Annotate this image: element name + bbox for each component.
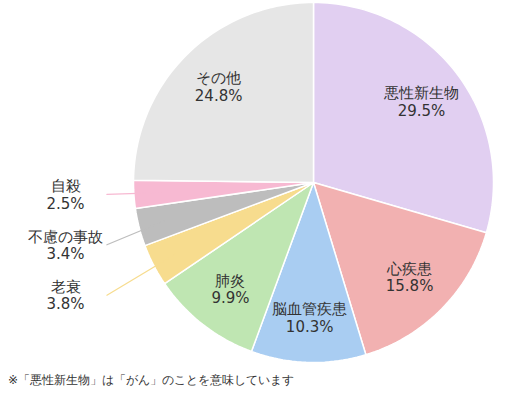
html-text:※「悪性新生物」は「がん」のことを意味しています: ※「悪性新生物」は「がん」のことを意味しています — [8, 373, 295, 387]
svg-text:その他24.8%: その他24.8% — [195, 69, 243, 104]
svg-text:自殺2.5%: 自殺2.5% — [46, 177, 84, 212]
svg-text:脳血管疾患10.3%: 脳血管疾患10.3% — [272, 300, 347, 335]
svg-text:肺炎9.9%: 肺炎9.9% — [211, 272, 249, 307]
svg-text:悪性新生物29.5%: 悪性新生物29.5% — [383, 84, 459, 119]
svg-text:心疾患15.8%: 心疾患15.8% — [386, 260, 434, 295]
svg-text:老衰3.8%: 老衰3.8% — [46, 278, 84, 313]
svg-text:不慮の事故3.4%: 不慮の事故3.4% — [28, 228, 103, 263]
